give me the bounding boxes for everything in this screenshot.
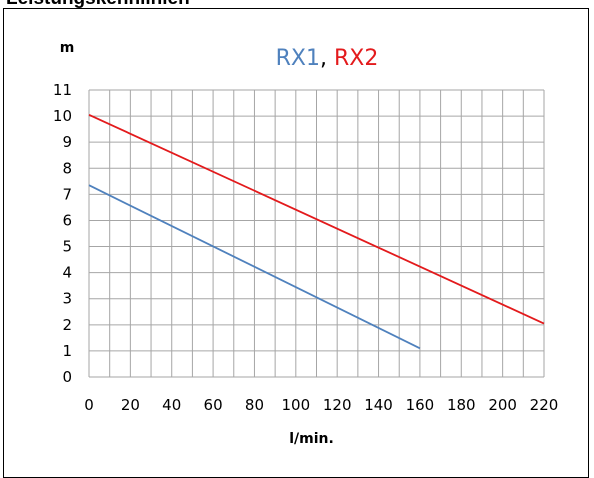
y-axis-label: m [60, 40, 75, 56]
x-tick-label: 140 [364, 396, 393, 414]
x-tick-label: 100 [281, 396, 310, 414]
y-tick-label: 10 [53, 107, 72, 125]
y-tick-label: 7 [62, 185, 72, 203]
y-tick-label: 5 [62, 238, 72, 256]
x-tick-label: 220 [530, 396, 559, 414]
y-tick-labels: 0 1 2 3 4 5 6 7 8 9 10 11 [53, 81, 72, 386]
chart-title-part-2: RX2 [334, 46, 378, 71]
x-tick-label: 200 [488, 396, 517, 414]
y-tick-label: 4 [62, 264, 72, 282]
series-lines [88, 113, 545, 350]
x-tick-label: 80 [245, 396, 264, 414]
y-tick-label: 1 [62, 342, 72, 360]
y-tick-label: 0 [62, 368, 72, 386]
chart-title-part-0: RX1 [276, 46, 320, 71]
series-line-rx2 [88, 113, 545, 325]
y-tick-label: 9 [62, 133, 72, 151]
chart-title-part-1: , [320, 46, 334, 71]
series-line-rx1 [88, 184, 421, 350]
y-tick-label: 8 [62, 159, 72, 177]
y-tick-label: 3 [62, 290, 72, 308]
y-tick-label: 11 [53, 81, 72, 99]
x-tick-label: 180 [447, 396, 476, 414]
x-tick-label: 120 [323, 396, 352, 414]
section-heading: Leistungskennlinien [6, 0, 190, 10]
grid [88, 89, 545, 378]
x-tick-label: 40 [162, 396, 181, 414]
x-axis-label: l/min. [289, 431, 334, 447]
x-tick-labels: 0 20 40 60 80 100 120 140 160 180 200 220 [84, 396, 558, 414]
y-tick-label: 2 [62, 316, 72, 334]
x-tick-label: 160 [406, 396, 435, 414]
x-tick-label: 60 [204, 396, 223, 414]
x-tick-label: 20 [121, 396, 140, 414]
chart-title: RX1, RX2 [276, 46, 379, 71]
y-tick-label: 6 [62, 211, 72, 229]
x-tick-label: 0 [84, 396, 94, 414]
performance-chart: 0 20 40 60 80 100 120 140 160 180 200 220 0 1 2 3 4 5 6 7 8… [53, 40, 558, 447]
